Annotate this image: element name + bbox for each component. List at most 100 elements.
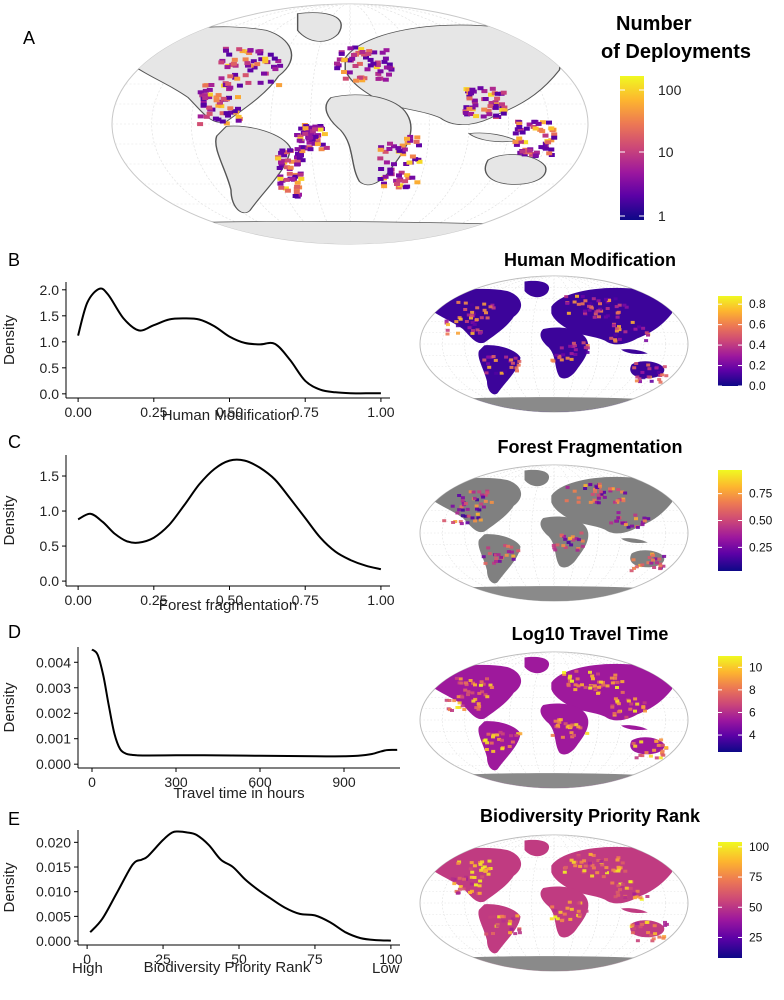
deployment-cell — [227, 74, 234, 79]
deployment-cell — [234, 76, 241, 81]
deployment-cell — [401, 147, 408, 152]
deployment-cell — [215, 93, 222, 98]
deployment-cell — [201, 93, 208, 98]
deployment-cell — [247, 48, 254, 53]
deployment-cell — [257, 80, 264, 85]
deployment-cell — [517, 139, 524, 144]
y-tick-label: 0.005 — [36, 908, 71, 924]
deployment-cell — [488, 92, 494, 97]
deployment-cell — [519, 130, 526, 135]
deployment-cell — [349, 56, 356, 61]
map-colorbar-tick: 100 — [749, 840, 769, 854]
deployment-cell — [545, 140, 552, 145]
deployment-cell — [341, 57, 348, 62]
y-tick-label: 0.0 — [40, 386, 60, 402]
deployment-cell — [539, 120, 546, 125]
deployment-cell — [284, 188, 291, 193]
x-tick-label: 0.25 — [140, 404, 167, 420]
deployment-cell — [227, 85, 234, 90]
panel-letter-b: B — [8, 250, 20, 270]
panel-letter-a: A — [23, 28, 35, 48]
deployment-cell — [298, 176, 305, 181]
y-axis-title: Density — [1, 495, 18, 546]
x-tick-label: 900 — [332, 774, 356, 790]
x-tick-label: 0 — [88, 774, 96, 790]
deployment-cell — [394, 182, 400, 186]
deployment-cell — [358, 47, 365, 52]
x-axis-title: Travel time in hours — [173, 785, 304, 802]
deployment-cell — [512, 131, 519, 136]
deployment-cell — [548, 138, 555, 143]
deployment-cell — [244, 61, 251, 66]
deployment-cell — [353, 78, 360, 83]
deployment-cell — [529, 152, 536, 157]
map-colorbar — [718, 842, 742, 958]
map-colorbar-tick: 0.0 — [749, 379, 766, 393]
deployment-cell — [381, 59, 388, 64]
deployment-cell — [321, 132, 328, 137]
deployment-cell — [218, 76, 225, 81]
density-plot-d: D 0 300 600 900 0.000 0.001 0.002 0.003 0.004 Trav… — [1, 622, 400, 802]
deployment-cell — [261, 71, 267, 76]
deployment-cell — [492, 100, 499, 105]
deployment-cell — [277, 63, 284, 68]
deployment-cell — [292, 174, 299, 179]
deployment-cell — [306, 140, 313, 145]
y-tick-label: 0.5 — [40, 538, 60, 554]
deployment-cell — [297, 134, 304, 139]
map-title: Forest Fragmentation — [497, 437, 682, 457]
deployment-cell — [492, 105, 499, 110]
deployment-cell — [206, 111, 213, 116]
deployment-cell — [312, 134, 318, 139]
x-axis-title: Biodiversity Priority Rank — [144, 959, 311, 976]
deployment-cell — [522, 140, 529, 145]
deployment-cell — [341, 70, 347, 74]
deployment-cell — [516, 136, 523, 141]
deployment-cell — [342, 76, 349, 81]
deployment-cell — [512, 139, 519, 144]
deployment-cell — [500, 90, 507, 95]
deployment-cell — [318, 147, 325, 152]
deployment-cell — [285, 158, 291, 163]
density-plot-c: C 0.00 0.25 0.50 0.75 1.00 0.0 0.5 1.0 1.5 Forest … — [1, 432, 395, 614]
deployment-cell — [404, 136, 410, 141]
deployment-cell — [405, 176, 412, 180]
deployment-cell — [542, 133, 549, 138]
deployment-cell — [250, 59, 257, 64]
deployment-cell — [374, 63, 381, 67]
deployment-cell — [254, 62, 261, 67]
deployment-cell — [289, 159, 295, 164]
y-tick-label: 0.004 — [36, 654, 71, 670]
y-tick-label: 0.020 — [36, 834, 71, 850]
deployment-cell — [489, 86, 496, 91]
y-axis-title: Density — [1, 862, 18, 913]
y-tick-label: 0.002 — [36, 705, 71, 721]
deployment-cell — [299, 158, 306, 163]
deployment-cell — [299, 149, 306, 154]
deployment-cell — [391, 162, 397, 167]
deployment-cell — [381, 184, 388, 189]
map-colorbar-tick: 0.8 — [749, 297, 766, 311]
deployment-cell — [501, 108, 508, 113]
map-b: Human Modification 0.8 0.6 0.4 0.2 0.0 — [419, 250, 766, 413]
deployment-cell — [387, 141, 393, 146]
deployment-cell — [379, 50, 386, 55]
y-tick-label: 1.5 — [40, 468, 60, 484]
deployment-cell — [386, 147, 393, 151]
deployment-cell — [521, 152, 528, 157]
deployment-cell — [413, 139, 420, 144]
map-colorbar-tick: 0.75 — [749, 487, 773, 501]
deployment-cell — [378, 167, 385, 171]
deployment-cell — [396, 148, 403, 153]
x-tick-label: 75 — [307, 951, 323, 967]
deployment-cell — [367, 57, 374, 62]
deployment-cell — [334, 66, 341, 71]
deployment-cell — [294, 184, 301, 189]
deployment-cell — [306, 125, 313, 130]
deployment-cell — [228, 110, 235, 115]
y-tick-label: 0.000 — [36, 933, 71, 949]
deployment-world-map — [111, 3, 589, 245]
density-plots: B0.00 0.25 0.50 0.75 1.000.00.51.01.52.0Huma… — [1, 250, 403, 977]
deployment-cell — [542, 146, 549, 151]
deployment-cell — [277, 181, 284, 186]
